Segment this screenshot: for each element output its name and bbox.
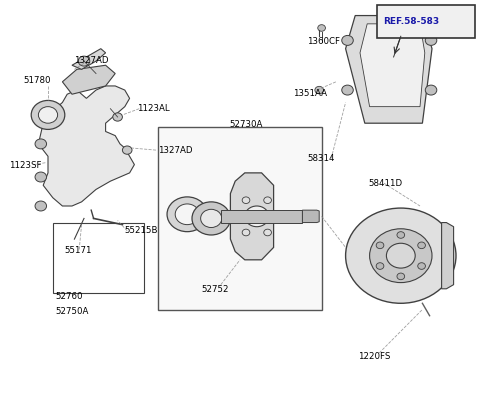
Circle shape bbox=[264, 197, 272, 204]
Circle shape bbox=[275, 214, 282, 220]
Circle shape bbox=[35, 173, 47, 183]
Circle shape bbox=[376, 242, 384, 249]
Circle shape bbox=[315, 87, 324, 95]
FancyBboxPatch shape bbox=[377, 6, 475, 39]
Circle shape bbox=[35, 202, 47, 211]
Text: 1123SF: 1123SF bbox=[9, 161, 41, 170]
Text: 55171: 55171 bbox=[65, 245, 92, 254]
Text: 58314: 58314 bbox=[307, 153, 335, 162]
Circle shape bbox=[35, 140, 47, 150]
Polygon shape bbox=[346, 17, 432, 124]
Circle shape bbox=[376, 263, 384, 270]
Text: 52752: 52752 bbox=[202, 285, 229, 294]
Text: 51780: 51780 bbox=[23, 76, 50, 85]
Circle shape bbox=[38, 107, 58, 124]
Circle shape bbox=[175, 204, 199, 225]
Bar bbox=[221, 211, 302, 223]
Text: 1220FS: 1220FS bbox=[358, 351, 390, 361]
Circle shape bbox=[318, 26, 325, 32]
Circle shape bbox=[418, 263, 425, 270]
Text: 52760: 52760 bbox=[55, 291, 83, 300]
Circle shape bbox=[167, 197, 207, 232]
Circle shape bbox=[242, 197, 250, 204]
Bar bbox=[158, 128, 322, 310]
Polygon shape bbox=[442, 223, 454, 289]
Text: 55215B: 55215B bbox=[125, 225, 158, 235]
Text: 52750A: 52750A bbox=[55, 306, 89, 315]
Bar bbox=[53, 223, 144, 293]
Polygon shape bbox=[38, 87, 134, 206]
Circle shape bbox=[342, 86, 353, 96]
Circle shape bbox=[386, 244, 415, 268]
Circle shape bbox=[264, 230, 272, 236]
Circle shape bbox=[78, 57, 90, 67]
Circle shape bbox=[242, 230, 250, 236]
Circle shape bbox=[418, 242, 425, 249]
Text: 52730A: 52730A bbox=[229, 119, 263, 128]
Circle shape bbox=[245, 206, 269, 227]
Circle shape bbox=[231, 214, 239, 220]
Text: 1327AD: 1327AD bbox=[74, 55, 109, 64]
Polygon shape bbox=[72, 50, 106, 70]
Circle shape bbox=[201, 210, 222, 228]
Text: 1123AL: 1123AL bbox=[137, 104, 169, 113]
Circle shape bbox=[346, 209, 456, 304]
Text: 1327AD: 1327AD bbox=[158, 146, 193, 155]
Text: REF.58-583: REF.58-583 bbox=[383, 17, 439, 26]
Polygon shape bbox=[62, 66, 115, 95]
Text: 1351AA: 1351AA bbox=[293, 88, 327, 97]
Circle shape bbox=[192, 202, 230, 235]
Text: 58411D: 58411D bbox=[369, 179, 403, 188]
Circle shape bbox=[31, 101, 65, 130]
Circle shape bbox=[342, 36, 353, 46]
Polygon shape bbox=[360, 25, 425, 107]
Circle shape bbox=[397, 232, 405, 239]
Circle shape bbox=[113, 114, 122, 122]
Circle shape bbox=[370, 229, 432, 283]
Text: 1360CF: 1360CF bbox=[307, 37, 340, 46]
Circle shape bbox=[425, 86, 437, 96]
Polygon shape bbox=[302, 211, 319, 223]
Circle shape bbox=[122, 147, 132, 155]
Circle shape bbox=[397, 273, 405, 280]
Circle shape bbox=[425, 36, 437, 46]
Polygon shape bbox=[230, 173, 274, 260]
